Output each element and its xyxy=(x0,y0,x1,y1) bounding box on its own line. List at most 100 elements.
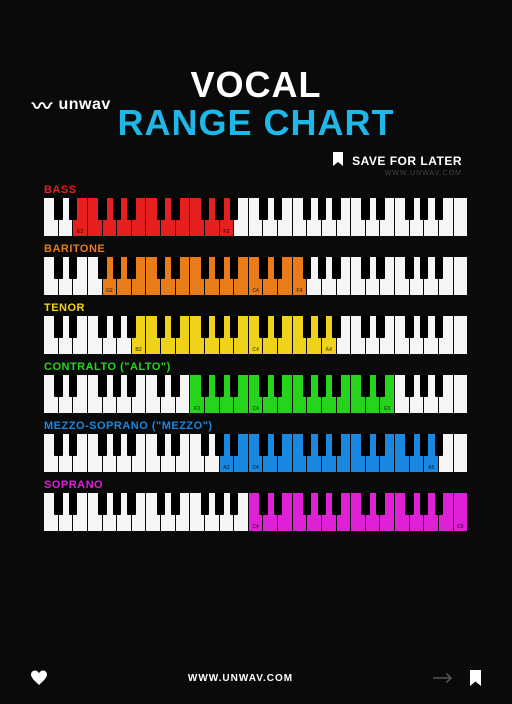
white-key xyxy=(424,375,439,413)
brand-name: unwav xyxy=(59,96,111,114)
white-key xyxy=(307,493,322,531)
white-key xyxy=(454,316,469,354)
white-key xyxy=(234,198,249,236)
bookmark-icon xyxy=(332,152,344,169)
white-key xyxy=(439,493,454,531)
white-key xyxy=(439,257,454,295)
white-key xyxy=(322,198,337,236)
white-key xyxy=(132,257,147,295)
white-key xyxy=(395,434,410,472)
white-key xyxy=(205,493,220,531)
ranges-container: BASSE2F3BARITONEG2C4F4TENORB2C4A4CONTRAL… xyxy=(44,184,468,531)
white-key xyxy=(176,434,191,472)
brand-logo: 〰 unwav xyxy=(32,90,111,119)
white-key: A4 xyxy=(322,316,337,354)
white-key xyxy=(146,375,161,413)
white-key xyxy=(88,316,103,354)
white-key xyxy=(337,434,352,472)
save-subtext: WWW.UNWAV.COM xyxy=(0,170,462,177)
key-label: A5 xyxy=(428,465,434,471)
white-key xyxy=(337,198,352,236)
white-key xyxy=(249,198,264,236)
key-label: C6 xyxy=(457,524,463,530)
white-key xyxy=(307,198,322,236)
white-key xyxy=(380,257,395,295)
keyboard: C4 C6 xyxy=(44,493,468,531)
bookmark-icon[interactable] xyxy=(469,670,482,686)
white-key xyxy=(424,198,439,236)
range-label: CONTRALTO ("ALTO") xyxy=(44,361,468,373)
white-key xyxy=(73,434,88,472)
white-key: E2 xyxy=(73,198,88,236)
white-key xyxy=(176,316,191,354)
white-key xyxy=(454,375,469,413)
white-key xyxy=(205,198,220,236)
white-key xyxy=(59,257,74,295)
white-key xyxy=(176,257,191,295)
white-key xyxy=(190,198,205,236)
white-key: B2 xyxy=(132,316,147,354)
range-label: BASS xyxy=(44,184,468,196)
white-key xyxy=(395,375,410,413)
save-for-later[interactable]: SAVE FOR LATER xyxy=(0,152,462,169)
white-key xyxy=(146,493,161,531)
white-key xyxy=(161,375,176,413)
white-key xyxy=(234,375,249,413)
arrow-right-icon[interactable] xyxy=(433,673,455,683)
white-key xyxy=(190,493,205,531)
white-key xyxy=(351,434,366,472)
white-key xyxy=(366,316,381,354)
key-label: C4 xyxy=(252,524,258,530)
white-key xyxy=(263,493,278,531)
white-key xyxy=(234,257,249,295)
white-key xyxy=(132,493,147,531)
white-key xyxy=(439,198,454,236)
white-key xyxy=(132,434,147,472)
heart-icon[interactable] xyxy=(30,670,48,686)
white-key xyxy=(351,375,366,413)
key-label: C4 xyxy=(252,406,258,412)
white-key xyxy=(263,434,278,472)
footer-url: WWW.UNWAV.COM xyxy=(188,673,293,684)
white-key xyxy=(190,257,205,295)
white-key xyxy=(351,257,366,295)
white-key xyxy=(263,375,278,413)
keyboard: F3C4E5 xyxy=(44,375,468,413)
white-key xyxy=(322,434,337,472)
white-key: F3 xyxy=(220,198,235,236)
white-key xyxy=(424,257,439,295)
key-label: C4 xyxy=(252,347,258,353)
white-key xyxy=(366,493,381,531)
white-key: G2 xyxy=(103,257,118,295)
white-key xyxy=(103,493,118,531)
white-key xyxy=(293,434,308,472)
white-key xyxy=(395,257,410,295)
white-key xyxy=(73,257,88,295)
white-key xyxy=(161,316,176,354)
white-key xyxy=(205,257,220,295)
white-key xyxy=(205,375,220,413)
white-key xyxy=(44,434,59,472)
key-label: F3 xyxy=(223,229,229,235)
white-key xyxy=(351,316,366,354)
white-key xyxy=(410,257,425,295)
white-key xyxy=(337,257,352,295)
save-label: SAVE FOR LATER xyxy=(352,154,462,168)
white-key xyxy=(293,493,308,531)
white-key xyxy=(88,198,103,236)
white-key xyxy=(454,434,469,472)
white-key xyxy=(307,434,322,472)
range-label: TENOR xyxy=(44,302,468,314)
white-key xyxy=(439,316,454,354)
keyboard: A3C4A5 xyxy=(44,434,468,472)
white-key xyxy=(410,434,425,472)
white-key xyxy=(146,434,161,472)
key-label: A4 xyxy=(325,347,331,353)
white-key xyxy=(161,434,176,472)
white-key xyxy=(161,257,176,295)
white-key xyxy=(366,257,381,295)
range-label: SOPRANO xyxy=(44,479,468,491)
white-key: C4 xyxy=(249,434,264,472)
white-key xyxy=(205,434,220,472)
white-key xyxy=(176,493,191,531)
